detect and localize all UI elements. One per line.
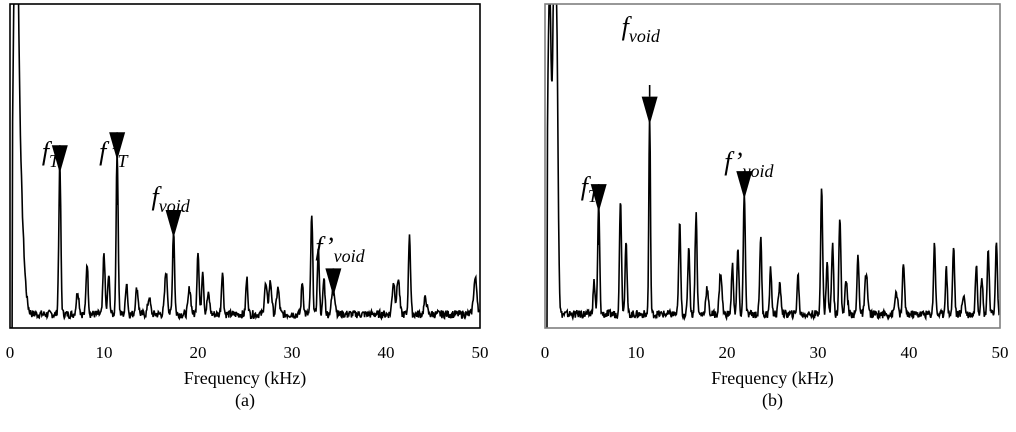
x-tick-label: 20: [719, 343, 736, 362]
annotation-arrow-head: [165, 210, 182, 239]
annotation-label: fvoid: [152, 182, 191, 216]
annotation-arrow-head: [51, 145, 68, 174]
panel-label: (b): [762, 390, 783, 411]
x-tick-label: 10: [96, 343, 113, 362]
x-tick-label: 10: [628, 343, 645, 362]
x-axis-title: Frequency (kHz): [711, 368, 833, 389]
plot-frame: [9, 3, 481, 329]
annotation-arrow-head: [641, 96, 658, 125]
x-tick-label: 0: [6, 343, 15, 362]
annotation-arrow-head: [590, 184, 607, 213]
annotation-arrow-head: [109, 132, 126, 161]
annotation-label: f’void: [315, 232, 365, 266]
spectrum-line: [545, 4, 1000, 328]
panel-a: 0 10 20 30 40 50 Frequency (kHz)(a) fT f’T fvoid f…: [6, 3, 489, 411]
spectrum-line: [10, 4, 480, 328]
annotation-label: fT: [581, 172, 600, 206]
plot-frame: [544, 3, 1001, 329]
x-tick-label: 20: [190, 343, 207, 362]
annotation-label: f’T: [99, 137, 129, 171]
x-tick-label: 50: [992, 343, 1009, 362]
annotation-arrow-head: [736, 171, 753, 200]
x-tick-label: 30: [810, 343, 827, 362]
x-tick-label: 50: [472, 343, 489, 362]
x-tick-label: 30: [284, 343, 301, 362]
panel-b: 0 10 20 30 40 50 Frequency (kHz)(b) fT fvoid f’vo…: [541, 3, 1009, 411]
annotation-arrow-head: [325, 268, 342, 297]
annotation-label: fT: [42, 137, 61, 171]
x-axis-title: Frequency (kHz): [184, 368, 306, 389]
x-tick-label: 40: [378, 343, 395, 362]
annotation-label: fvoid: [622, 12, 661, 46]
x-tick-label: 0: [541, 343, 550, 362]
x-tick-label: 40: [901, 343, 918, 362]
annotation-label: f’void: [724, 147, 774, 181]
panel-label: (a): [235, 390, 255, 411]
